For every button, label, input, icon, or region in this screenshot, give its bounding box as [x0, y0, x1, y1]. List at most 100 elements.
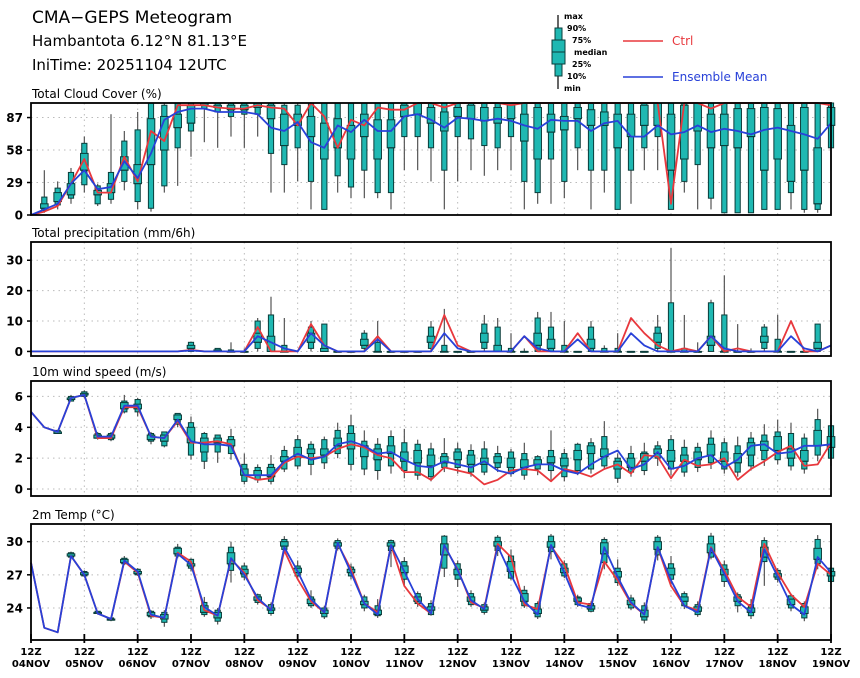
x-tick-date-label: 12NOV	[439, 659, 478, 670]
x-tick-date-label: 10NOV	[332, 659, 371, 670]
cloud-boxplot	[40, 170, 49, 213]
wind-boxplot	[200, 431, 209, 469]
wind-boxplot	[320, 436, 329, 469]
y-tick-label: 20	[6, 284, 23, 298]
cloud-boxplot	[666, 102, 676, 210]
x-tick-date-label: 09NOV	[279, 659, 318, 670]
cloud-boxplot	[253, 102, 262, 137]
wind-speed-title: 10m wind speed (m/s)	[32, 365, 166, 379]
cloud-boxplot	[133, 111, 142, 210]
cloud-boxplot	[760, 102, 769, 210]
y-tick-label: 6	[15, 390, 23, 404]
legend-p25-label: 25%	[572, 60, 591, 69]
cloud-boxplot	[160, 103, 169, 193]
box-p25-p75	[426, 335, 436, 343]
chart-title: CMA−GEPS Meteogram	[32, 8, 233, 28]
x-tick-date-label: 07NOV	[172, 659, 211, 670]
cloud-boxplot	[440, 102, 449, 210]
wind-boxplot	[240, 453, 249, 485]
precip-boxplot	[520, 348, 529, 353]
box-p25-p75	[480, 106, 489, 122]
cloud-boxplot	[773, 102, 782, 210]
y-tick-label: 0	[15, 209, 23, 223]
cloud-cover-panel: Total Cloud Cover (%) 0 29 58 87	[6, 87, 836, 223]
box-p10-p90	[667, 302, 675, 352]
wind-boxplot	[546, 430, 556, 480]
box-p10-p90	[561, 102, 568, 182]
precip-boxplot	[533, 311, 542, 352]
cloud-boxplot	[720, 102, 729, 214]
precip-boxplot	[480, 314, 489, 352]
legend-p90-label: 90%	[567, 24, 586, 33]
cloud-boxplot	[360, 102, 369, 199]
y-tick-label: 2	[15, 452, 23, 466]
wind-boxplot	[373, 438, 382, 480]
cloud-boxplot	[626, 102, 636, 204]
box-p25-p75	[453, 106, 462, 117]
precip-boxplot	[720, 275, 729, 353]
cloud-boxplot	[306, 102, 316, 210]
box-p25-p75	[786, 124, 796, 182]
box-p10-p90	[307, 443, 315, 465]
box-p25-p75	[480, 332, 489, 343]
x-tick-date-label: 11NOV	[385, 659, 424, 670]
cloud-boxplot	[186, 102, 196, 157]
legend-min-label: min	[564, 84, 581, 93]
box-p10-p90	[321, 323, 328, 352]
wind-boxplot	[600, 421, 609, 469]
x-tick-hour-label: 12Z	[820, 647, 841, 658]
wind-boxplot	[266, 455, 276, 485]
box-p25-p75	[546, 338, 556, 349]
box-p25-p75	[666, 449, 676, 462]
wind-boxplot	[453, 442, 462, 474]
box-p25-p75	[586, 109, 596, 126]
precip-boxplot	[360, 330, 369, 352]
cloud-boxplot	[786, 102, 796, 210]
x-axis: 12Z04NOV12Z05NOV12Z06NOV12Z07NOV12Z08NOV…	[12, 634, 850, 670]
temperature-panel: 2m Temp (°C) 24 27 30	[6, 508, 836, 641]
x-tick-date-label: 13NOV	[492, 659, 531, 670]
x-tick-hour-label: 12Z	[394, 647, 415, 658]
box-p25-p75	[800, 449, 809, 462]
x-tick-hour-label: 12Z	[287, 647, 308, 658]
box-p25-p75	[773, 436, 782, 451]
legend-ctrl-label: Ctrl	[672, 34, 693, 48]
cloud-boxplot	[813, 102, 822, 213]
x-tick-hour-label: 12Z	[767, 647, 788, 658]
wind-boxplot	[426, 442, 436, 482]
precip-boxplot	[706, 299, 716, 352]
wind-boxplot	[360, 430, 369, 476]
cloud-boxplot	[426, 102, 436, 182]
box-p25-p75	[733, 108, 742, 149]
cloud-boxplot	[280, 103, 289, 193]
x-tick-date-label: 04NOV	[12, 659, 51, 670]
cloud-boxplot	[480, 102, 489, 176]
box-p25-p75	[426, 454, 436, 467]
x-tick-hour-label: 12Z	[234, 647, 255, 658]
wind-boxplot	[333, 422, 342, 459]
y-tick-label: 4	[15, 421, 23, 435]
cloud-boxplot	[66, 167, 76, 204]
cloud-boxplot	[520, 102, 529, 210]
y-tick-label: 10	[6, 315, 23, 329]
cloud-boxplot	[800, 102, 809, 213]
precip-boxplot	[786, 350, 796, 353]
x-tick-date-label: 05NOV	[65, 659, 104, 670]
temp-boxplot	[706, 532, 716, 560]
x-tick-hour-label: 12Z	[660, 647, 681, 658]
wind-boxplot	[613, 453, 622, 483]
precip-boxplot	[320, 323, 329, 352]
box-p25-p75	[493, 456, 502, 464]
init-time-label: IniTime: 20251104 12UTC	[32, 56, 227, 74]
box-p25-p75	[746, 108, 756, 138]
precip-boxplot	[546, 311, 556, 352]
box-p25-p75	[173, 113, 182, 129]
box-p10-p90	[707, 302, 715, 352]
x-tick-date-label: 14NOV	[545, 659, 584, 670]
wind-boxplot	[493, 445, 502, 473]
cloud-boxplot	[293, 103, 302, 182]
x-tick-hour-label: 12Z	[714, 647, 735, 658]
precip-frame	[30, 241, 832, 357]
cloud-boxplot	[346, 102, 356, 199]
precip-boxplot	[813, 323, 822, 352]
